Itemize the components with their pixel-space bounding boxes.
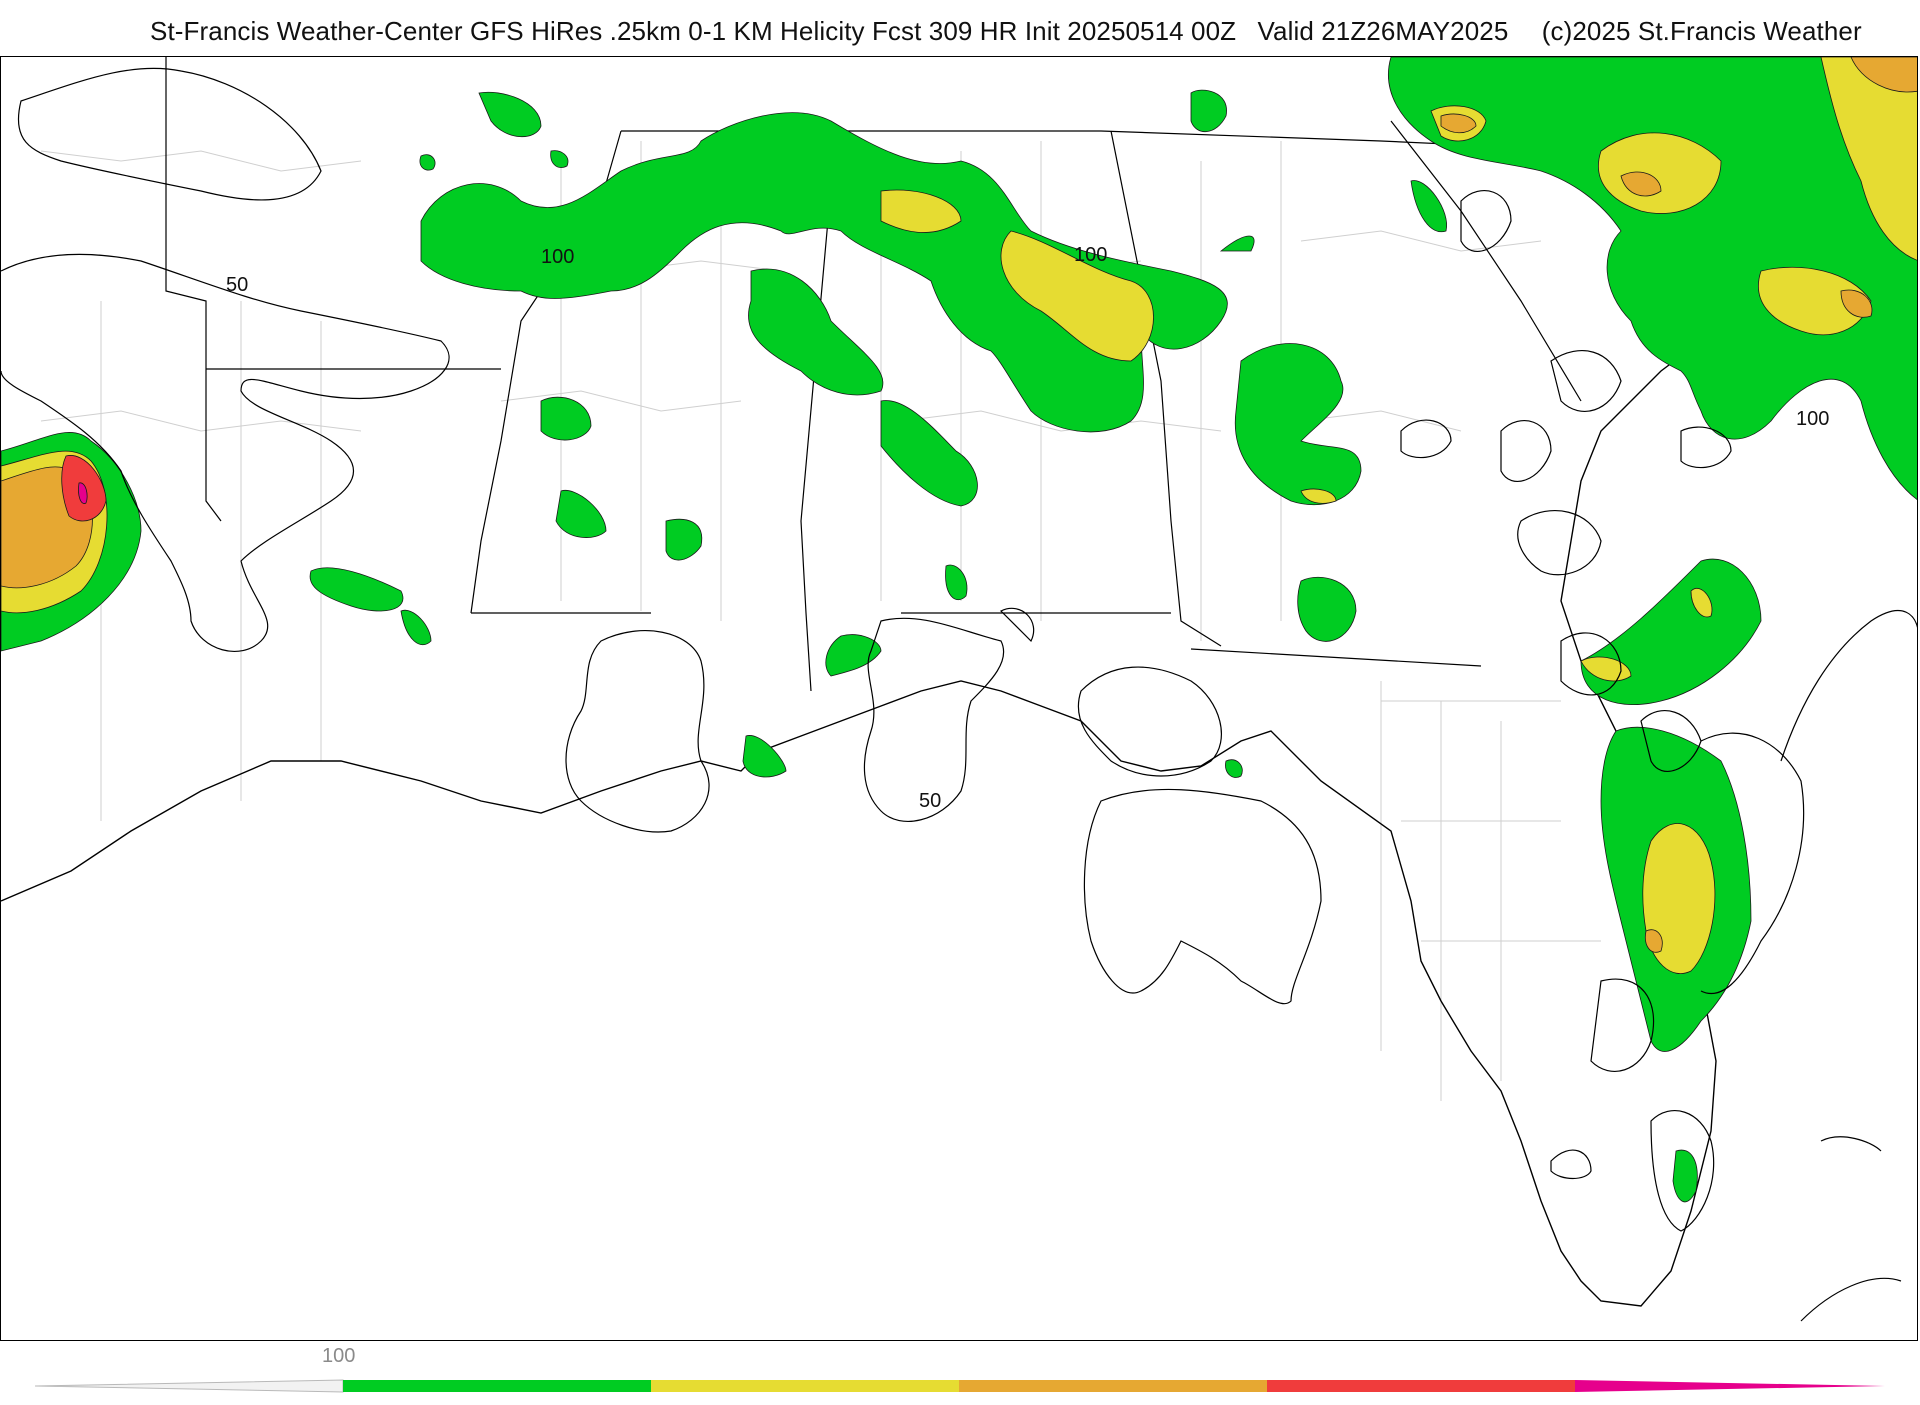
colorbar-segment-green xyxy=(343,1380,651,1392)
county-lines xyxy=(40,141,1601,1101)
colorbar-segment-red xyxy=(1267,1380,1575,1392)
contour-lines xyxy=(1,67,1917,1322)
contour-labels: 50 100 100 50 100 xyxy=(226,244,1829,812)
helicity-map: 50 100 100 50 100 xyxy=(0,56,1918,1341)
contour-label: 50 xyxy=(919,790,941,812)
contour-label: 100 xyxy=(541,246,574,268)
copyright-text: (c)2025 St.Francis Weather xyxy=(1541,16,1862,46)
colorbar-tick-label: 100 xyxy=(322,1345,356,1367)
valid-time: Valid 21Z26MAY2025 xyxy=(1257,16,1509,46)
colorbar-segment-magenta xyxy=(1575,1380,1885,1392)
colorbar: 100 xyxy=(0,1340,1920,1400)
contour-label: 50 xyxy=(226,274,248,296)
map-title: St-Francis Weather-Center GFS HiRes .25k… xyxy=(150,16,1862,50)
colorbar-segment-yellow xyxy=(651,1380,959,1392)
colorbar-segment-orange xyxy=(959,1380,1267,1392)
coastline xyxy=(1,180,1917,1307)
colorbar-low-arrow xyxy=(34,1379,344,1393)
title-text: St-Francis Weather-Center GFS HiRes .25k… xyxy=(150,16,1237,46)
helicity-shading xyxy=(1,57,1917,1203)
contour-label: 100 xyxy=(1074,244,1107,266)
contour-label: 100 xyxy=(1796,408,1829,430)
